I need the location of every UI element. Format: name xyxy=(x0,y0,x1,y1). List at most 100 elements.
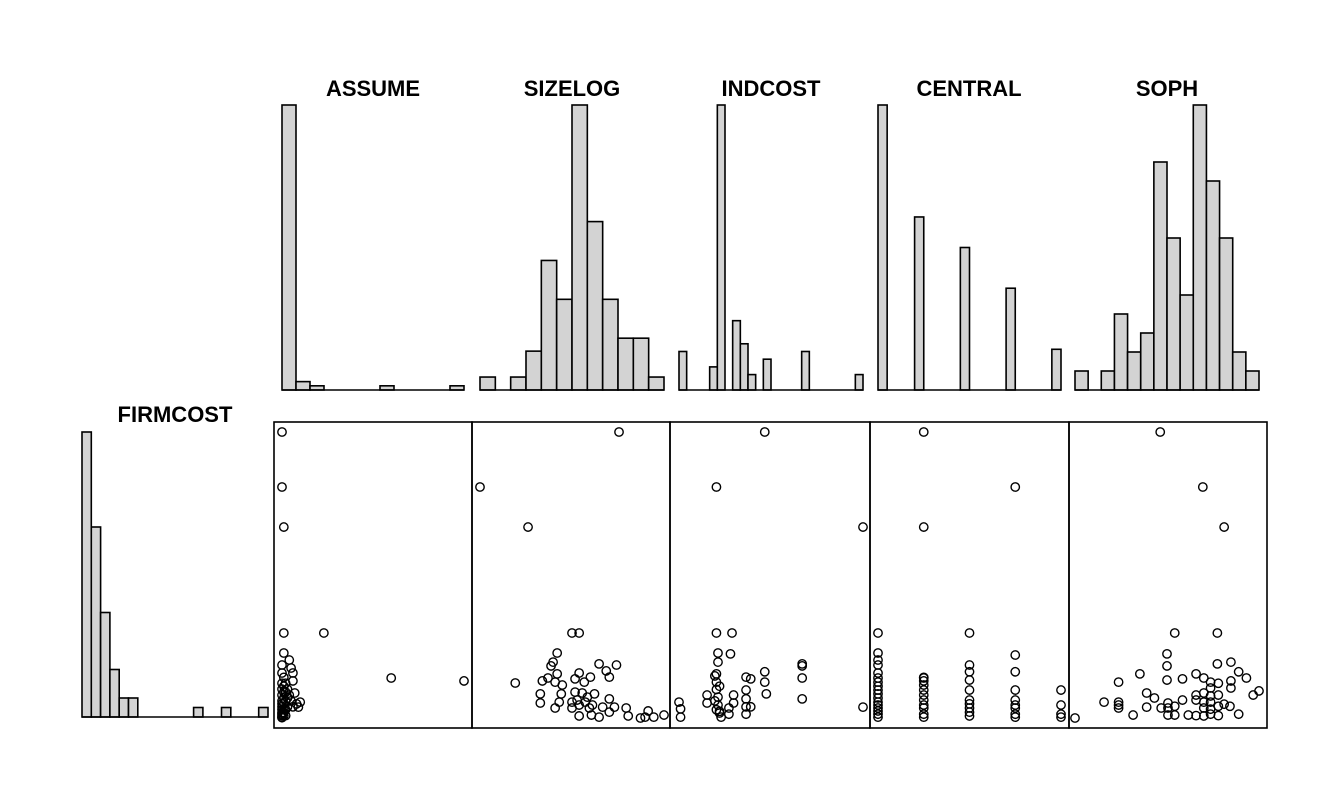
point-soph xyxy=(1113,697,1124,708)
histogram-indcost-bar xyxy=(708,366,719,391)
histogram-central-bar xyxy=(877,104,888,391)
point-assume xyxy=(278,648,289,658)
point-sizelog xyxy=(623,711,634,721)
point-indcost xyxy=(797,673,808,683)
point-sizelog xyxy=(537,676,548,686)
histogram-sizelog-bar xyxy=(617,337,635,391)
title-firmcost: FIRMCOST xyxy=(118,402,233,427)
point-central xyxy=(1010,650,1021,660)
point-indcost xyxy=(759,427,770,437)
point-soph xyxy=(1169,628,1180,638)
histogram-indcost-bar xyxy=(739,342,749,391)
point-indcost xyxy=(728,698,739,708)
point-central xyxy=(873,681,883,692)
point-indcost xyxy=(741,672,751,683)
histogram-sizelog-bar xyxy=(555,298,573,391)
point-soph xyxy=(1213,710,1224,721)
point-sizelog xyxy=(546,661,556,671)
point-indcost xyxy=(714,681,725,692)
point-assume xyxy=(278,628,289,638)
histogram-firmcost-bar xyxy=(99,611,111,718)
point-indcost xyxy=(675,712,686,723)
point-indcost xyxy=(761,688,772,699)
point-sizelog xyxy=(570,673,580,684)
point-assume xyxy=(286,696,296,706)
panel-assume-frame xyxy=(273,421,473,729)
point-assume xyxy=(277,482,287,492)
title-central: CENTRAL xyxy=(916,76,1021,101)
point-assume xyxy=(318,628,329,638)
point-sizelog xyxy=(621,703,632,713)
histogram-sizelog-bar xyxy=(509,376,527,391)
point-indcost xyxy=(858,522,868,532)
histogram-firmcost-bar xyxy=(192,706,204,718)
point-sizelog xyxy=(567,703,577,713)
point-indcost xyxy=(723,703,734,713)
histogram-soph-bar xyxy=(1100,370,1116,391)
point-sizelog xyxy=(543,673,553,683)
point-soph xyxy=(1213,678,1224,689)
point-soph xyxy=(1198,697,1209,708)
point-soph xyxy=(1205,683,1216,693)
point-central xyxy=(918,673,929,683)
point-sizelog xyxy=(475,482,485,492)
point-soph xyxy=(1155,427,1166,437)
histogram-soph-bar xyxy=(1179,294,1195,391)
point-central xyxy=(1056,685,1066,695)
point-soph xyxy=(1149,693,1160,703)
point-central xyxy=(918,703,929,713)
title-sizelog: SIZELOG xyxy=(524,76,621,101)
point-soph xyxy=(1225,701,1235,712)
point-central xyxy=(918,680,929,690)
point-assume xyxy=(286,663,296,673)
point-central xyxy=(964,711,975,721)
point-central xyxy=(873,712,883,723)
point-soph xyxy=(1113,700,1124,710)
title-soph: SOPH xyxy=(1136,76,1198,101)
point-soph xyxy=(1226,683,1236,693)
point-sizelog xyxy=(556,688,567,699)
point-indcost xyxy=(711,628,722,638)
point-sizelog xyxy=(611,660,622,670)
point-soph xyxy=(1226,676,1236,686)
histogram-soph-bar xyxy=(1153,161,1168,391)
point-sizelog xyxy=(574,628,585,638)
point-central xyxy=(1010,709,1021,720)
point-assume xyxy=(278,522,289,532)
point-sizelog xyxy=(523,522,533,532)
point-indcost xyxy=(713,657,723,667)
point-soph xyxy=(1163,710,1173,720)
point-assume xyxy=(277,712,287,723)
histogram-central-bar xyxy=(959,246,971,391)
histogram-sizelog-bar xyxy=(540,259,558,391)
panel-soph-frame xyxy=(1068,421,1268,729)
point-soph xyxy=(1219,522,1230,532)
point-indcost xyxy=(741,701,751,712)
point-sizelog xyxy=(557,680,568,690)
point-soph xyxy=(1213,690,1224,700)
histogram-sizelog-bar xyxy=(632,337,650,391)
point-indcost xyxy=(709,671,720,681)
point-indcost xyxy=(714,706,725,717)
point-central xyxy=(873,628,883,638)
point-soph xyxy=(1198,711,1209,721)
point-central xyxy=(918,427,929,437)
point-soph xyxy=(1141,688,1152,698)
point-soph xyxy=(1141,702,1152,713)
point-central xyxy=(964,660,975,670)
histogram-sizelog-bar xyxy=(601,298,619,391)
histogram-sizelog-bar xyxy=(525,350,543,391)
point-indcost xyxy=(727,628,737,638)
point-central xyxy=(918,690,929,700)
point-central xyxy=(918,709,929,720)
point-soph xyxy=(1070,713,1080,723)
point-central xyxy=(964,707,975,718)
point-soph xyxy=(1254,686,1264,696)
histogram-indcost-bar xyxy=(762,358,772,391)
histogram-sizelog-bar xyxy=(586,220,604,391)
histogram-firmcost-bar xyxy=(257,706,269,718)
point-soph xyxy=(1212,658,1223,669)
point-indcost xyxy=(797,661,808,671)
panel-central-frame xyxy=(869,421,1070,729)
histogram-sizelog-bar xyxy=(571,104,589,391)
